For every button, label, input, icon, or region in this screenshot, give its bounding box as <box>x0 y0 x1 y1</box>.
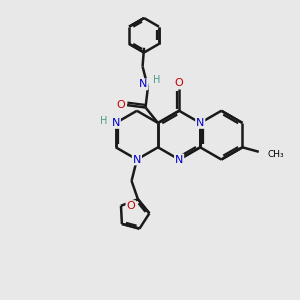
Text: N: N <box>112 118 120 128</box>
Text: O: O <box>175 78 184 88</box>
Text: CH₃: CH₃ <box>268 150 284 159</box>
Text: O: O <box>126 201 135 211</box>
Text: N: N <box>133 154 141 164</box>
Text: N: N <box>139 79 148 89</box>
Text: O: O <box>116 100 125 110</box>
Text: N: N <box>196 118 204 128</box>
Text: H: H <box>153 75 160 85</box>
Text: N: N <box>175 154 183 164</box>
Text: H: H <box>100 116 107 126</box>
